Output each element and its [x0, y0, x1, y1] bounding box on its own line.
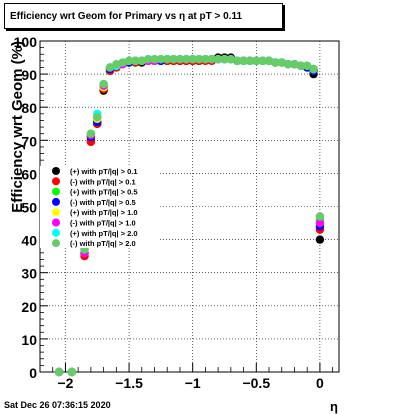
data-point — [277, 58, 286, 67]
y-tick-label: 60 — [21, 166, 37, 182]
data-point — [245, 56, 255, 66]
legend-label: (-) with pT/|q| > 0.1 — [70, 177, 136, 186]
data-point — [188, 55, 197, 64]
data-points — [54, 53, 325, 377]
data-point — [252, 56, 261, 66]
x-tick-label: −1.5 — [115, 375, 143, 391]
data-point — [67, 367, 77, 377]
legend-marker — [52, 197, 60, 206]
y-tick-label: 100 — [14, 34, 38, 50]
y-tick-label: 40 — [21, 233, 37, 249]
x-tick-label: −0.5 — [242, 375, 270, 391]
data-point — [86, 129, 96, 138]
legend-marker — [52, 239, 60, 248]
data-point — [99, 79, 108, 89]
data-point — [163, 55, 172, 64]
data-point — [118, 58, 127, 67]
legend-label: (+) with pT/|q| > 1.0 — [70, 208, 138, 217]
data-point — [112, 59, 121, 69]
x-axis-label: η — [330, 399, 338, 414]
data-point — [131, 56, 140, 66]
data-point — [124, 56, 134, 66]
data-point — [315, 235, 325, 244]
timestamp-footer: Sat Dec 26 07:36:15 2020 — [4, 400, 111, 410]
data-point — [201, 55, 210, 64]
legend-label: (-) with pT/|q| > 1.0 — [70, 219, 136, 228]
legend: (+) with pT/|q| > 0.1(-) with pT/|q| > 0… — [40, 166, 160, 248]
data-point — [315, 212, 325, 221]
data-point — [105, 63, 115, 72]
data-point — [258, 56, 267, 66]
legend-box — [40, 166, 160, 248]
legend-marker — [52, 228, 60, 237]
x-tick-label: 0 — [316, 375, 324, 391]
data-point — [302, 61, 312, 71]
legend-marker — [52, 218, 60, 227]
legend-label: (+) with pT/|q| > 0.1 — [70, 167, 138, 176]
data-point — [290, 59, 299, 69]
data-point — [296, 61, 306, 71]
data-point — [207, 55, 216, 64]
legend-label: (-) with pT/|q| > 2.0 — [70, 239, 136, 248]
y-tick-label: 0 — [29, 365, 37, 381]
y-tick-label: 20 — [21, 299, 37, 315]
y-tick-label: 10 — [21, 332, 37, 348]
data-point — [309, 64, 318, 74]
data-point — [143, 55, 153, 64]
data-point — [264, 56, 274, 66]
data-point — [175, 55, 185, 64]
legend-label: (+) with pT/|q| > 2.0 — [70, 229, 138, 238]
data-point — [220, 55, 229, 64]
legend-marker — [52, 208, 60, 217]
y-tick-label: 70 — [21, 133, 37, 149]
data-point — [239, 56, 248, 66]
data-point — [194, 55, 204, 64]
y-tick-label: 30 — [21, 266, 37, 282]
data-point — [213, 55, 223, 64]
data-point — [169, 55, 178, 64]
legend-label: (+) with pT/|q| > 0.5 — [70, 188, 138, 197]
y-axis-label: Efficiency wrt Geom (%) — [9, 41, 26, 213]
data-point — [283, 59, 293, 69]
legend-marker — [52, 177, 60, 186]
data-point — [150, 55, 159, 64]
y-tick-label: 90 — [21, 67, 37, 83]
data-point — [226, 55, 236, 64]
data-point — [93, 112, 102, 122]
data-point — [315, 218, 325, 228]
data-point — [182, 55, 191, 64]
data-point — [156, 55, 166, 64]
legend-marker — [52, 187, 60, 196]
data-point — [137, 56, 146, 66]
legend-label: (-) with pT/|q| > 0.5 — [70, 198, 136, 207]
y-tick-label: 80 — [21, 100, 37, 116]
y-tick-label: 50 — [21, 200, 37, 216]
data-point — [271, 58, 280, 67]
x-tick-label: −1 — [185, 375, 201, 391]
chart-title: Efficiency wrt Geom for Primary vs η at … — [10, 11, 243, 22]
data-point — [233, 56, 242, 66]
legend-marker — [52, 167, 60, 175]
data-point — [54, 367, 64, 377]
chart-title-box: Efficiency wrt Geom for Primary vs η at … — [4, 3, 283, 29]
x-tick-label: −2 — [57, 375, 73, 391]
series-8 — [54, 55, 325, 377]
